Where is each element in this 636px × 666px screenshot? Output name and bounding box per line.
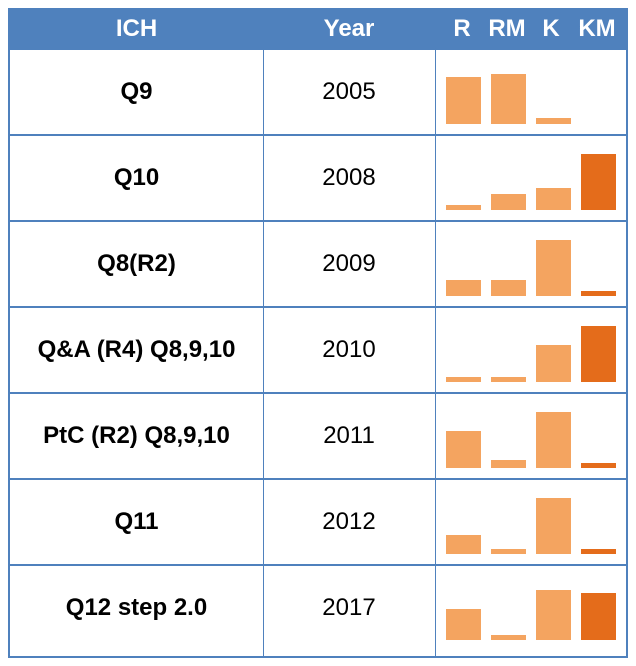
ich-cell: PtC (R2) Q8,9,10 — [43, 422, 230, 449]
year-cell: 2008 — [322, 164, 376, 191]
header-ich: ICH — [115, 15, 158, 42]
bar-k — [536, 412, 571, 468]
header-metric-rm: RM — [488, 15, 526, 42]
bar-km — [581, 463, 616, 468]
bar-r — [446, 431, 481, 468]
bar-k — [536, 498, 571, 554]
header-metric-k: K — [542, 15, 560, 42]
bar-k — [536, 118, 571, 124]
bar-rm — [491, 194, 526, 210]
table-header: ICH Year R RM K KM — [10, 10, 626, 48]
ich-table: ICH Year R RM K KM Q9 2005 Q10 2008 Q8(R2) 2009 Q… — [8, 8, 628, 658]
bar-km — [581, 549, 616, 554]
ich-cell: Q8(R2) — [97, 250, 176, 277]
bar-km — [581, 291, 616, 296]
bar-km — [581, 154, 616, 210]
bar-k — [536, 240, 571, 296]
ich-cell: Q12 step 2.0 — [65, 594, 208, 621]
year-cell: 2009 — [322, 250, 376, 277]
divider-ich-year — [263, 48, 264, 656]
bar-r — [446, 280, 481, 296]
year-cell: 2011 — [323, 422, 375, 449]
table-row: Q10 2008 — [10, 134, 626, 220]
bar-rm — [491, 377, 526, 382]
year-cell: 2010 — [322, 336, 376, 363]
divider-year-chart — [435, 48, 436, 656]
table-row: PtC (R2) Q8,9,10 2011 — [10, 392, 626, 478]
table-row: Q11 2012 — [10, 478, 626, 564]
bar-rm — [491, 635, 526, 640]
bar-r — [446, 535, 481, 554]
year-cell: 2005 — [322, 78, 376, 105]
header-metric-r: R — [453, 15, 471, 42]
bar-rm — [491, 74, 526, 124]
header-year: Year — [323, 15, 375, 42]
bar-km — [581, 593, 616, 640]
bar-rm — [491, 549, 526, 554]
year-cell: 2012 — [322, 508, 376, 535]
bar-k — [536, 188, 571, 210]
table-row: Q12 step 2.0 2017 — [10, 564, 626, 650]
bar-r — [446, 205, 481, 210]
bar-k — [536, 590, 571, 640]
header-metric-km: KM — [578, 15, 616, 42]
bar-r — [446, 609, 481, 640]
bar-k — [536, 345, 571, 382]
table-row: Q9 2005 — [10, 48, 626, 134]
ich-cell: Q11 — [114, 508, 159, 535]
ich-cell: Q10 — [113, 164, 160, 191]
table-row: Q&A (R4) Q8,9,10 2010 — [10, 306, 626, 392]
year-cell: 2017 — [322, 594, 376, 621]
ich-cell: Q&A (R4) Q8,9,10 — [37, 336, 236, 363]
bar-r — [446, 377, 481, 382]
bar-km — [581, 326, 616, 382]
table-row: Q8(R2) 2009 — [10, 220, 626, 306]
bar-rm — [491, 280, 526, 296]
ich-cell: Q9 — [120, 78, 153, 105]
bar-r — [446, 77, 481, 124]
bar-rm — [491, 460, 526, 468]
